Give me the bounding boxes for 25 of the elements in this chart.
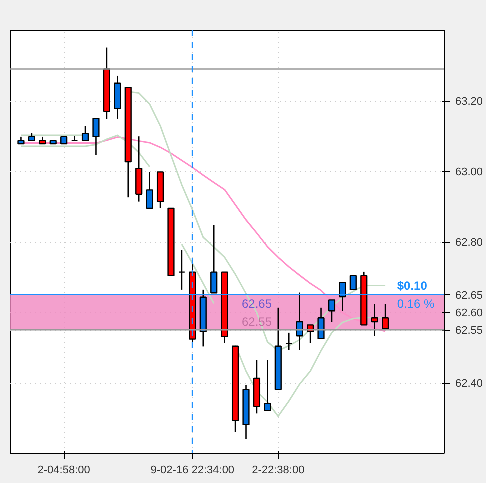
- candlestick: [178, 250, 186, 291]
- x-tick-label: 9-02-16 22:34:00: [150, 464, 235, 476]
- y-tick-label: 62.65: [456, 290, 484, 302]
- candlestick: [264, 359, 272, 412]
- y-tick-label: 62.60: [456, 308, 484, 320]
- candlestick: [286, 332, 293, 351]
- y-tick-label: 63.00: [456, 166, 484, 178]
- candlestick: [82, 126, 90, 142]
- candlestick: [328, 300, 336, 323]
- y-tick-label: 62.55: [456, 325, 484, 338]
- candlestick: [350, 275, 357, 291]
- text: 0.16 %: [397, 296, 436, 311]
- candlestick: [318, 307, 325, 340]
- y-tick-label: 63.20: [456, 96, 484, 108]
- x-tick-label: 2-04:58:00: [38, 464, 90, 476]
- candlestick: [210, 224, 218, 294]
- x-tick-label: 2-22:38:00: [252, 464, 305, 476]
- candlestick: [146, 172, 154, 210]
- candlestick: [382, 303, 390, 330]
- candlestick: [371, 303, 378, 337]
- annotation: 62.65: [242, 297, 272, 312]
- y-tick-label: 62.80: [456, 237, 484, 249]
- text: $0.10: [397, 278, 428, 293]
- candlestick: [92, 118, 100, 156]
- y-tick-label: 62.40: [456, 378, 484, 390]
